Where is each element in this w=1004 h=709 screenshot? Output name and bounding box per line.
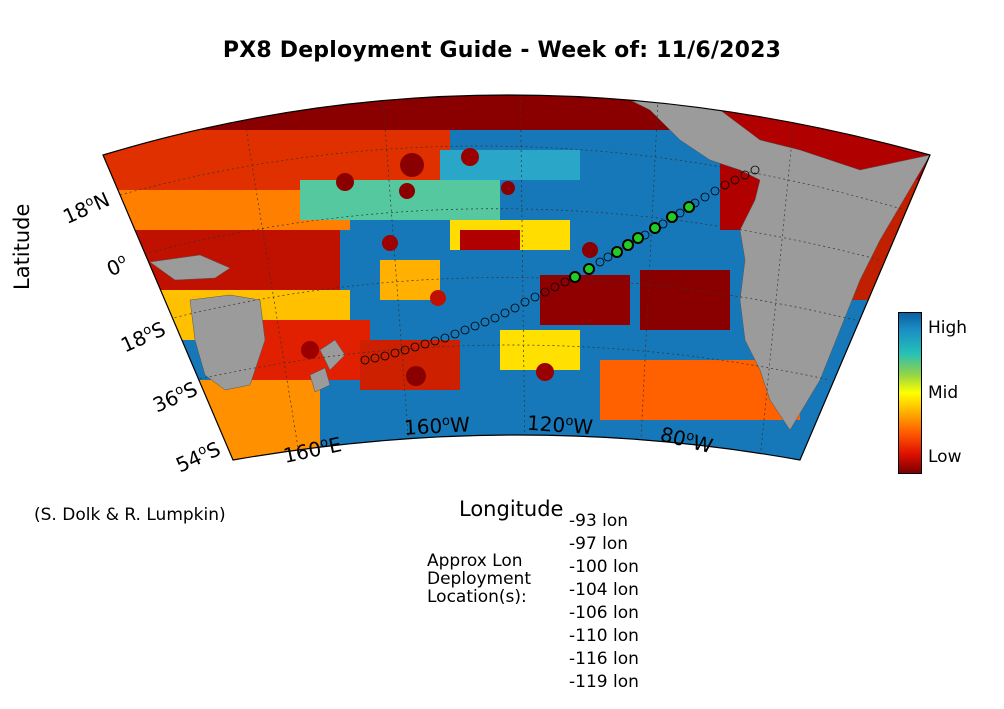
- credit-text: (S. Dolk & R. Lumpkin): [34, 505, 226, 525]
- lon-item: -116 lon: [569, 649, 639, 669]
- colorbar-high-label: High: [928, 318, 968, 338]
- deployment-lon-list: -93 lon -97 lon -100 lon -104 lon -106 l…: [569, 510, 639, 694]
- land-new-zealand: [309, 339, 346, 393]
- lon-item: -93 lon: [569, 511, 629, 531]
- colorbar: [898, 312, 922, 474]
- colorbar-low-label: Low: [928, 447, 962, 467]
- lon-item: -100 lon: [569, 557, 639, 577]
- x-axis-label: Longitude: [459, 497, 564, 521]
- lon-item: -97 lon: [569, 534, 629, 554]
- lon-item: -104 lon: [569, 580, 639, 600]
- approx-line-1: Approx Lon: [427, 551, 523, 571]
- approx-line-2: Deployment: [427, 569, 531, 589]
- deployment-markers: [569, 201, 695, 283]
- colorbar-mid-label: Mid: [928, 383, 959, 403]
- lon-label-160w: 160oW: [403, 412, 471, 440]
- lon-item: -119 lon: [569, 672, 639, 692]
- map-title: PX8 Deployment Guide - Week of: 11/6/202…: [222, 38, 782, 63]
- map-frame: [102, 94, 931, 461]
- land-australia: [189, 294, 266, 391]
- lon-item: -110 lon: [569, 626, 639, 646]
- y-axis-label: Latitude: [10, 203, 34, 290]
- approx-lon-label: Approx Lon Deployment Location(s):: [427, 552, 531, 606]
- lon-item: -106 lon: [569, 603, 639, 623]
- approx-line-3: Location(s):: [427, 587, 527, 607]
- lon-label-120w: 120oW: [526, 410, 594, 440]
- px8-track: [360, 165, 760, 365]
- land-new-guinea: [149, 254, 231, 281]
- land-americas: [599, 95, 930, 431]
